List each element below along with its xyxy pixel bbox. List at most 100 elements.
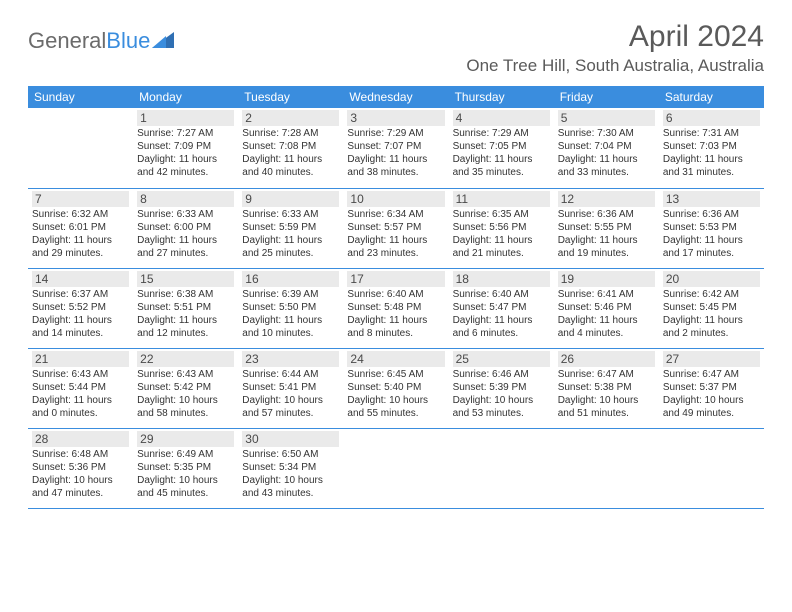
sunrise-text: Sunrise: 7:27 AM	[137, 127, 234, 140]
sunrise-text: Sunrise: 7:29 AM	[347, 127, 444, 140]
day-details: Sunrise: 6:33 AMSunset: 5:59 PMDaylight:…	[242, 208, 339, 260]
daylight-text: Daylight: 11 hours and 4 minutes.	[558, 314, 655, 340]
calendar-header-row: Sunday Monday Tuesday Wednesday Thursday…	[28, 86, 764, 108]
logo-text-blue: Blue	[106, 28, 150, 53]
day-number: 30	[242, 431, 339, 447]
day-number: 27	[663, 351, 760, 367]
day-details: Sunrise: 6:44 AMSunset: 5:41 PMDaylight:…	[242, 368, 339, 420]
calendar-cell	[449, 428, 554, 508]
sunrise-text: Sunrise: 6:50 AM	[242, 448, 339, 461]
calendar-cell: 1Sunrise: 7:27 AMSunset: 7:09 PMDaylight…	[133, 108, 238, 188]
sunset-text: Sunset: 5:46 PM	[558, 301, 655, 314]
day-details: Sunrise: 6:47 AMSunset: 5:37 PMDaylight:…	[663, 368, 760, 420]
day-details: Sunrise: 6:35 AMSunset: 5:56 PMDaylight:…	[453, 208, 550, 260]
sunrise-text: Sunrise: 6:42 AM	[663, 288, 760, 301]
daylight-text: Daylight: 11 hours and 23 minutes.	[347, 234, 444, 260]
sunset-text: Sunset: 7:09 PM	[137, 140, 234, 153]
sunrise-text: Sunrise: 6:38 AM	[137, 288, 234, 301]
daylight-text: Daylight: 10 hours and 45 minutes.	[137, 474, 234, 500]
day-number: 15	[137, 271, 234, 287]
sunrise-text: Sunrise: 7:28 AM	[242, 127, 339, 140]
day-number: 21	[32, 351, 129, 367]
day-number: 14	[32, 271, 129, 287]
sunset-text: Sunset: 5:59 PM	[242, 221, 339, 234]
sunset-text: Sunset: 5:57 PM	[347, 221, 444, 234]
day-details: Sunrise: 6:50 AMSunset: 5:34 PMDaylight:…	[242, 448, 339, 500]
calendar-cell: 2Sunrise: 7:28 AMSunset: 7:08 PMDaylight…	[238, 108, 343, 188]
calendar-cell: 9Sunrise: 6:33 AMSunset: 5:59 PMDaylight…	[238, 188, 343, 268]
day-number: 16	[242, 271, 339, 287]
sunrise-text: Sunrise: 6:34 AM	[347, 208, 444, 221]
daylight-text: Daylight: 10 hours and 51 minutes.	[558, 394, 655, 420]
daylight-text: Daylight: 11 hours and 35 minutes.	[453, 153, 550, 179]
day-details: Sunrise: 6:41 AMSunset: 5:46 PMDaylight:…	[558, 288, 655, 340]
daylight-text: Daylight: 11 hours and 0 minutes.	[32, 394, 129, 420]
daylight-text: Daylight: 11 hours and 14 minutes.	[32, 314, 129, 340]
calendar-cell: 10Sunrise: 6:34 AMSunset: 5:57 PMDayligh…	[343, 188, 448, 268]
calendar-cell: 11Sunrise: 6:35 AMSunset: 5:56 PMDayligh…	[449, 188, 554, 268]
sunset-text: Sunset: 5:47 PM	[453, 301, 550, 314]
sunrise-text: Sunrise: 6:40 AM	[347, 288, 444, 301]
calendar-cell: 14Sunrise: 6:37 AMSunset: 5:52 PMDayligh…	[28, 268, 133, 348]
sunrise-text: Sunrise: 6:49 AM	[137, 448, 234, 461]
daylight-text: Daylight: 10 hours and 53 minutes.	[453, 394, 550, 420]
daylight-text: Daylight: 11 hours and 29 minutes.	[32, 234, 129, 260]
day-number: 24	[347, 351, 444, 367]
daylight-text: Daylight: 11 hours and 33 minutes.	[558, 153, 655, 179]
day-details: Sunrise: 6:34 AMSunset: 5:57 PMDaylight:…	[347, 208, 444, 260]
sunset-text: Sunset: 5:37 PM	[663, 381, 760, 394]
sunset-text: Sunset: 5:53 PM	[663, 221, 760, 234]
day-details: Sunrise: 6:33 AMSunset: 6:00 PMDaylight:…	[137, 208, 234, 260]
sunrise-text: Sunrise: 7:29 AM	[453, 127, 550, 140]
location-text: One Tree Hill, South Australia, Australi…	[466, 56, 764, 76]
daylight-text: Daylight: 10 hours and 43 minutes.	[242, 474, 339, 500]
calendar-week-row: 14Sunrise: 6:37 AMSunset: 5:52 PMDayligh…	[28, 268, 764, 348]
daylight-text: Daylight: 11 hours and 42 minutes.	[137, 153, 234, 179]
sunset-text: Sunset: 7:07 PM	[347, 140, 444, 153]
calendar-week-row: 28Sunrise: 6:48 AMSunset: 5:36 PMDayligh…	[28, 428, 764, 508]
day-details: Sunrise: 6:40 AMSunset: 5:48 PMDaylight:…	[347, 288, 444, 340]
day-details: Sunrise: 7:27 AMSunset: 7:09 PMDaylight:…	[137, 127, 234, 179]
daylight-text: Daylight: 11 hours and 12 minutes.	[137, 314, 234, 340]
daylight-text: Daylight: 10 hours and 55 minutes.	[347, 394, 444, 420]
sunset-text: Sunset: 5:56 PM	[453, 221, 550, 234]
sunset-text: Sunset: 5:36 PM	[32, 461, 129, 474]
day-number: 9	[242, 191, 339, 207]
day-details: Sunrise: 6:37 AMSunset: 5:52 PMDaylight:…	[32, 288, 129, 340]
sunset-text: Sunset: 7:05 PM	[453, 140, 550, 153]
day-number: 4	[453, 110, 550, 126]
day-number: 12	[558, 191, 655, 207]
sunset-text: Sunset: 5:48 PM	[347, 301, 444, 314]
daylight-text: Daylight: 11 hours and 27 minutes.	[137, 234, 234, 260]
day-details: Sunrise: 6:43 AMSunset: 5:42 PMDaylight:…	[137, 368, 234, 420]
day-details: Sunrise: 6:32 AMSunset: 6:01 PMDaylight:…	[32, 208, 129, 260]
day-header-wed: Wednesday	[343, 86, 448, 108]
day-number: 1	[137, 110, 234, 126]
day-number: 6	[663, 110, 760, 126]
calendar-cell: 18Sunrise: 6:40 AMSunset: 5:47 PMDayligh…	[449, 268, 554, 348]
calendar-cell: 20Sunrise: 6:42 AMSunset: 5:45 PMDayligh…	[659, 268, 764, 348]
day-header-fri: Friday	[554, 86, 659, 108]
sunset-text: Sunset: 5:39 PM	[453, 381, 550, 394]
calendar-week-row: 1Sunrise: 7:27 AMSunset: 7:09 PMDaylight…	[28, 108, 764, 188]
sunset-text: Sunset: 7:08 PM	[242, 140, 339, 153]
sunrise-text: Sunrise: 6:39 AM	[242, 288, 339, 301]
sunset-text: Sunset: 6:01 PM	[32, 221, 129, 234]
sunset-text: Sunset: 5:42 PM	[137, 381, 234, 394]
day-number: 17	[347, 271, 444, 287]
sunrise-text: Sunrise: 7:30 AM	[558, 127, 655, 140]
daylight-text: Daylight: 10 hours and 47 minutes.	[32, 474, 129, 500]
day-details: Sunrise: 6:49 AMSunset: 5:35 PMDaylight:…	[137, 448, 234, 500]
day-number: 26	[558, 351, 655, 367]
calendar-page: GeneralBlue April 2024 One Tree Hill, So…	[0, 0, 792, 529]
calendar-cell: 16Sunrise: 6:39 AMSunset: 5:50 PMDayligh…	[238, 268, 343, 348]
day-details: Sunrise: 6:45 AMSunset: 5:40 PMDaylight:…	[347, 368, 444, 420]
day-header-thu: Thursday	[449, 86, 554, 108]
sunset-text: Sunset: 5:40 PM	[347, 381, 444, 394]
sunrise-text: Sunrise: 6:43 AM	[137, 368, 234, 381]
sunrise-text: Sunrise: 6:37 AM	[32, 288, 129, 301]
sunrise-text: Sunrise: 6:44 AM	[242, 368, 339, 381]
calendar-cell: 7Sunrise: 6:32 AMSunset: 6:01 PMDaylight…	[28, 188, 133, 268]
sunrise-text: Sunrise: 6:36 AM	[558, 208, 655, 221]
day-details: Sunrise: 6:48 AMSunset: 5:36 PMDaylight:…	[32, 448, 129, 500]
